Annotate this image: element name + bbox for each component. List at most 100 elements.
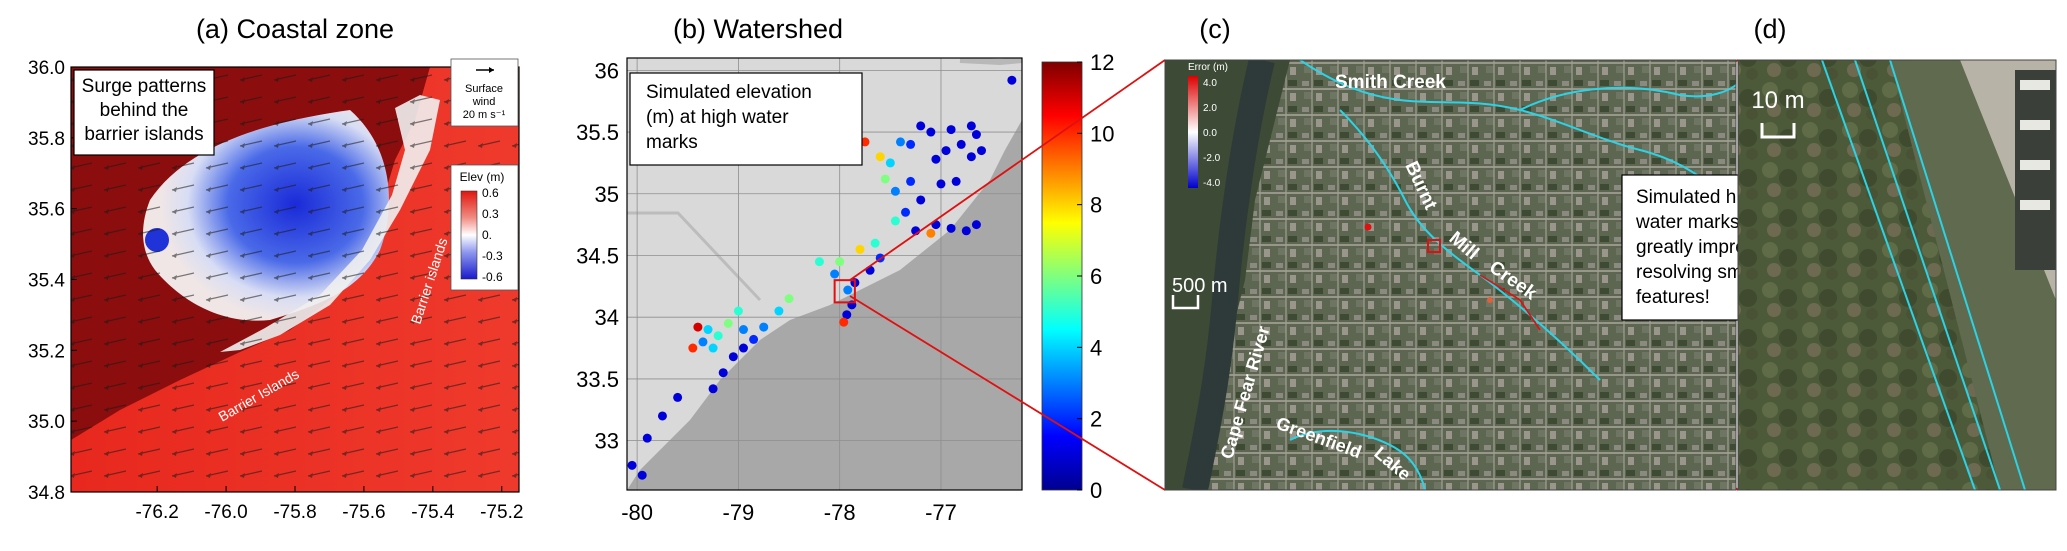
data-point: [627, 460, 637, 470]
error-colorbar-tick: 0.0: [1203, 128, 1217, 139]
error-colorbar-tick: 2.0: [1203, 103, 1217, 114]
data-point: [713, 331, 723, 341]
place-label-smith-creek: Smith Creek: [1335, 72, 1446, 93]
data-point: [688, 343, 698, 353]
zoom-box-marker: [1427, 239, 1441, 253]
x-tick-label: -75.8: [273, 502, 316, 523]
x-tick-label: -75.4: [411, 502, 455, 523]
elevation-colorbar-ticks: 0 2 4 6 8 10 12: [1077, 50, 1114, 503]
panel-d-imagery: [1738, 60, 2056, 490]
data-point: [890, 186, 900, 196]
x-tick-label: -75.6: [342, 502, 385, 523]
data-point: [906, 139, 916, 149]
panel-c: (c) Error (m) 4.0 2.0 0.0 -2.0 -4.0 500 …: [1164, 14, 1855, 491]
data-point: [875, 152, 885, 162]
data-point: [728, 352, 738, 362]
callout-line: Simulated high: [1636, 187, 1762, 208]
x-tick-label: -79: [723, 500, 755, 525]
data-point: [971, 220, 981, 230]
data-point: [642, 433, 652, 443]
data-point: [738, 343, 748, 353]
panel-b-annotation-line: Simulated elevation: [646, 82, 812, 103]
data-point: [901, 207, 911, 217]
scale-bar-label: 500 m: [1172, 275, 1228, 297]
wind-legend-line: Surface: [465, 83, 503, 95]
data-point: [895, 137, 905, 147]
data-point: [718, 368, 728, 378]
data-point: [657, 411, 667, 421]
data-point: [951, 176, 961, 186]
data-point: [961, 226, 971, 236]
panel-d-title: (d): [1754, 14, 1787, 44]
wind-legend-line: wind: [472, 96, 496, 108]
river: [1182, 60, 1275, 490]
elev-colorbar-title: Elev (m): [460, 170, 505, 184]
y-tick-label: 34.8: [28, 483, 65, 504]
data-point: [843, 285, 853, 295]
data-point: [637, 470, 647, 480]
data-point: [870, 238, 880, 248]
data-point: [946, 125, 956, 135]
data-point: [749, 334, 759, 344]
panel-b-title: (b) Watershed: [673, 14, 843, 44]
panel-d: (d) 10 m: [1737, 14, 2057, 491]
data-point: [698, 337, 708, 347]
callout-line: features!: [1636, 287, 1710, 308]
ocean-region: [627, 120, 1022, 490]
data-point: [936, 179, 946, 189]
colorbar-tick-label: 6: [1090, 264, 1102, 289]
elev-colorbar-tick: 0.3: [482, 207, 499, 221]
y-tick-label: 35.5: [576, 120, 619, 145]
data-point: [835, 257, 845, 267]
data-point: [814, 257, 824, 267]
x-tick-label: -80: [621, 500, 653, 525]
data-point: [830, 269, 840, 279]
colorbar-tick-label: 10: [1090, 121, 1114, 146]
panel-a: (a) Coastal zone -76.2 -76.0 -75.8 -75.6 -75…: [28, 14, 523, 523]
panel-b-points: [627, 75, 1017, 480]
panel-a-axes: -76.2 -76.0 -75.8 -75.6 -75.4 -75.2 34.8 35.0 35…: [28, 58, 523, 523]
data-point: [941, 146, 951, 156]
data-point: [926, 127, 936, 137]
x-tick-label: -77: [925, 500, 957, 525]
data-point: [774, 306, 784, 316]
data-point: [708, 343, 718, 353]
zoom-box: [833, 279, 856, 304]
elev-colorbar: [460, 190, 478, 280]
data-point: [880, 174, 890, 184]
scale-bar-icon: [1760, 123, 1796, 139]
y-tick-label: 35.6: [28, 200, 65, 221]
callout-line: water marks: [1635, 212, 1739, 233]
elev-colorbar-tick: -0.3: [482, 249, 503, 263]
panel-b-annotation-line: (m) at high water: [646, 107, 789, 128]
error-colorbar: [1188, 76, 1198, 188]
data-point: [693, 322, 703, 332]
data-point: [966, 152, 976, 162]
scale-bar-icon: [1171, 295, 1200, 310]
panel-a-annotation-line: barrier islands: [84, 124, 203, 145]
data-point: [906, 176, 916, 186]
x-tick-label: -76.0: [204, 502, 247, 523]
x-tick-label: -75.2: [480, 502, 523, 523]
data-point: [784, 294, 794, 304]
panel-b: (b) Watershed -80 -79 -78 -77 33 33.5 34 34.5 35…: [576, 14, 1114, 525]
error-colorbar-tick: -4.0: [1203, 178, 1221, 189]
data-point: [1007, 75, 1017, 85]
data-point: [673, 392, 683, 402]
data-point: [931, 154, 941, 164]
error-colorbar-tick: -2.0: [1203, 153, 1221, 164]
data-point: [885, 158, 895, 168]
data-point: [703, 325, 713, 335]
y-tick-label: 36.0: [28, 58, 65, 79]
colorbar-tick-label: 12: [1090, 50, 1114, 75]
y-tick-label: 35.0: [28, 412, 65, 433]
x-tick-label: -76.2: [135, 502, 178, 523]
data-point: [855, 244, 865, 254]
error-legend-title: Error (m): [1188, 62, 1228, 73]
data-point: [971, 130, 981, 140]
data-point: [946, 223, 956, 233]
y-tick-label: 35.2: [28, 341, 65, 362]
panel-c-title: (c): [1199, 14, 1230, 44]
y-tick-label: 35.4: [28, 271, 65, 292]
